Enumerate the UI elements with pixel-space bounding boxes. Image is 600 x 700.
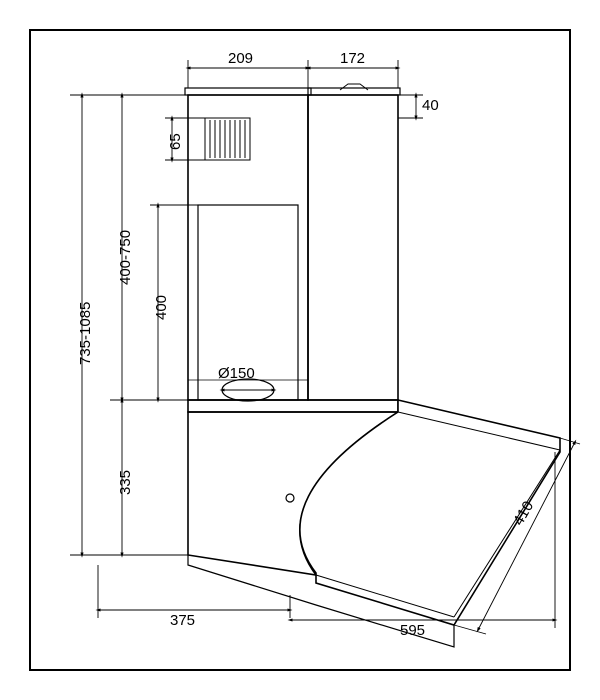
label-595: 595	[400, 622, 425, 639]
head-top-plate	[188, 400, 398, 412]
label-o150: Ø150	[218, 365, 255, 382]
drawing-frame	[30, 30, 570, 670]
label-375: 375	[170, 612, 195, 629]
chimney-outer	[188, 95, 308, 400]
chimney-side	[308, 95, 398, 400]
dim-40	[398, 95, 423, 118]
hanger-detail	[340, 84, 368, 90]
label-400: 400	[153, 295, 170, 320]
dim-375	[98, 565, 290, 618]
label-40: 40	[422, 97, 439, 114]
mounting-plate	[185, 88, 311, 95]
label-735-1085: 735-1085	[77, 302, 94, 365]
label-65: 65	[167, 133, 184, 150]
control-button	[286, 494, 294, 502]
label-400-750: 400-750	[117, 230, 134, 285]
vent-grille	[205, 118, 250, 160]
label-209: 209	[228, 50, 253, 67]
label-335: 335	[117, 470, 134, 495]
mounting-plate-side	[308, 88, 400, 95]
label-172: 172	[340, 50, 365, 67]
